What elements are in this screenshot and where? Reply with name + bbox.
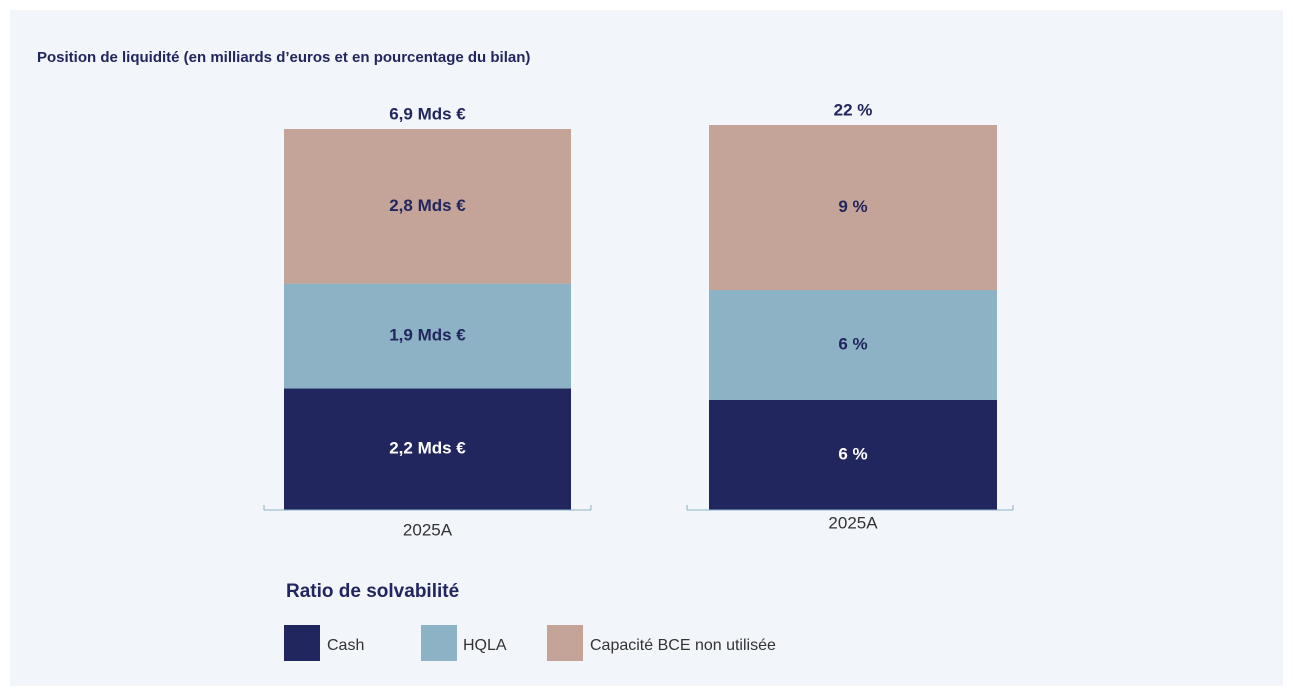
legend-title: Ratio de solvabilité <box>286 581 459 602</box>
bar-segment <box>709 400 997 510</box>
bar-segment <box>709 125 997 290</box>
legend-swatch <box>284 625 320 661</box>
total-label: 6,9 Mds € <box>389 104 466 123</box>
total-label: 22 % <box>834 100 873 119</box>
value-label: 1,9 Mds € <box>389 326 466 345</box>
bar-segment <box>284 283 571 389</box>
legend-label: Capacité BCE non utilisée <box>590 637 776 654</box>
bar-segment <box>284 129 571 284</box>
page-title: Position de liquidité (en milliards d’eu… <box>37 49 530 66</box>
panel <box>10 10 1283 686</box>
bar-segment <box>284 388 571 510</box>
bar-segment <box>709 290 997 400</box>
legend-swatch <box>421 625 457 661</box>
value-label: 9 % <box>838 197 867 216</box>
legend-swatch <box>547 625 583 661</box>
value-label: 2,8 Mds € <box>389 196 466 215</box>
value-label: 6 % <box>838 444 867 463</box>
x-tick-label: 2025A <box>403 520 453 539</box>
legend-label: HQLA <box>463 637 507 654</box>
legend-label: Cash <box>327 637 364 654</box>
value-label: 6 % <box>838 334 867 353</box>
x-tick-label: 2025A <box>828 513 878 532</box>
value-label: 2,2 Mds € <box>389 439 466 458</box>
